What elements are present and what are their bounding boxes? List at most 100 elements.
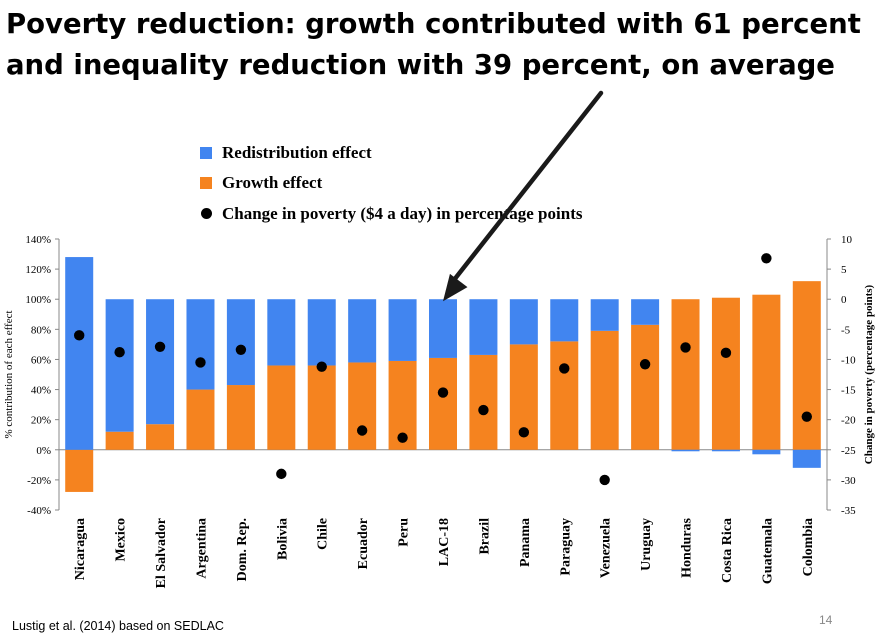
- poverty-dot: [356, 425, 368, 436]
- bar-redistribution: [65, 257, 94, 450]
- poverty-dot: [276, 468, 287, 480]
- y-axis-left-title: % contribution of each effect: [3, 310, 15, 438]
- bar-redistribution: [590, 299, 619, 331]
- arrow-shaft: [450, 90, 604, 284]
- y-tick-label-right: -5: [841, 324, 851, 336]
- category-label: Colombia: [801, 518, 816, 576]
- category-label: Panama: [518, 518, 533, 567]
- y-tick-label-left: -40%: [27, 505, 51, 517]
- y-tick-label-left: -20%: [27, 475, 51, 487]
- y-tick-label-right: -25: [841, 445, 856, 457]
- y-tick-label-left: 20%: [31, 415, 51, 427]
- bar-redistribution: [509, 299, 538, 345]
- y-tick-label-right: -20: [841, 415, 856, 427]
- bar-redistribution: [307, 299, 336, 366]
- bar-redistribution: [550, 299, 579, 342]
- y-tick-label-left: 0%: [36, 445, 51, 457]
- category-label: Brazil: [477, 518, 492, 555]
- bar-growth: [711, 297, 740, 450]
- poverty-dot: [518, 427, 530, 438]
- poverty-dot: [639, 359, 651, 370]
- poverty-dot: [680, 342, 691, 353]
- category-label: Venezuela: [599, 518, 614, 578]
- y-tick-label-left: 40%: [31, 385, 51, 397]
- poverty-dot: [761, 253, 772, 264]
- poverty-dot: [195, 357, 206, 368]
- bar-redistribution: [469, 299, 498, 355]
- category-label: Peru: [397, 518, 412, 547]
- bar-growth: [631, 324, 660, 450]
- poverty-dot: [154, 341, 166, 352]
- bar-growth: [469, 354, 498, 450]
- y-axis-right-title: Change in poverty (percentage points): [863, 284, 875, 464]
- y-tick-label-right: 5: [841, 264, 847, 276]
- bar-redistribution: [186, 299, 215, 390]
- bar-growth: [146, 424, 175, 450]
- poverty-dot: [801, 411, 812, 422]
- y-tick-label-right: -10: [841, 354, 856, 366]
- poverty-dot: [720, 347, 732, 359]
- poverty-dot: [599, 474, 610, 486]
- bar-growth: [307, 365, 336, 450]
- legend-item-redistribution: Redistribution effect: [200, 138, 372, 168]
- bar-growth: [226, 385, 255, 450]
- legend-label-growth: Growth effect: [222, 173, 323, 192]
- category-label: Nicaragua: [73, 518, 88, 580]
- category-label: Honduras: [680, 517, 695, 577]
- bar-redistribution: [388, 299, 417, 361]
- bar-redistribution: [711, 449, 740, 452]
- bar-growth: [752, 294, 781, 450]
- y-tick-label-right: 0: [841, 294, 847, 306]
- bar-growth: [550, 341, 579, 450]
- bar-redistribution: [792, 449, 821, 468]
- page-title: Poverty reduction: growth contributed wi…: [6, 8, 861, 81]
- poverty-dot: [235, 344, 247, 356]
- category-label: LAC-18: [437, 518, 452, 566]
- y-tick-label-right: -15: [841, 385, 856, 397]
- y-tick-label-left: 100%: [25, 294, 51, 306]
- category-label: Guatemala: [760, 518, 775, 584]
- y-tick-label-left: 60%: [31, 354, 51, 366]
- category-label: El Salvador: [154, 518, 169, 588]
- legend-item-poverty: Change in poverty ($4 a day) in percenta…: [200, 199, 582, 229]
- bar-growth: [792, 281, 821, 450]
- bar-growth: [65, 449, 94, 492]
- y-tick-label-right: 10: [841, 234, 853, 246]
- category-label: Chile: [316, 518, 331, 550]
- poverty-dot: [114, 347, 125, 358]
- legend-swatch-redistribution: [200, 146, 212, 159]
- y-tick-label-left: 140%: [25, 234, 51, 246]
- legend-label-redistribution: Redistribution effect: [222, 143, 372, 162]
- poverty-dot: [316, 361, 327, 372]
- poverty-dot: [559, 363, 570, 374]
- legend-item-growth: Growth effect: [200, 168, 322, 198]
- bar-redistribution: [226, 299, 255, 386]
- y-tick-label-left: 120%: [25, 264, 51, 276]
- bar-growth: [105, 431, 134, 450]
- category-label: Mexico: [114, 518, 129, 562]
- y-tick-label-right: -35: [841, 505, 856, 517]
- source-footnote: Lustig et al. (2014) based on SEDLAC: [12, 619, 224, 633]
- poverty-dot: [74, 330, 85, 341]
- bar-redistribution: [267, 299, 296, 366]
- bar-growth: [186, 389, 215, 450]
- legend-label-poverty: Change in poverty ($4 a day) in percenta…: [222, 204, 583, 223]
- chart-category-labels: Nicaragua Mexico El Salvador Argentina Dom. …: [73, 517, 816, 588]
- bar-redistribution: [348, 299, 377, 363]
- bar-growth: [590, 330, 619, 450]
- bar-redistribution: [671, 449, 700, 452]
- bar-redistribution: [146, 299, 175, 425]
- category-label: Costa Rica: [720, 518, 735, 583]
- category-label: Uruguay: [639, 518, 654, 571]
- chart-poverty-dots: [74, 253, 812, 486]
- y-tick-label-left: 80%: [31, 324, 51, 336]
- category-label: Argentina: [194, 518, 209, 579]
- arrow-head: [443, 273, 468, 302]
- poverty-dot: [478, 404, 489, 416]
- poverty-dot: [397, 432, 408, 443]
- legend-marker-poverty: [201, 208, 212, 220]
- category-label: Bolivia: [275, 518, 290, 560]
- chart-bars: [65, 257, 821, 492]
- bar-redistribution: [631, 299, 660, 325]
